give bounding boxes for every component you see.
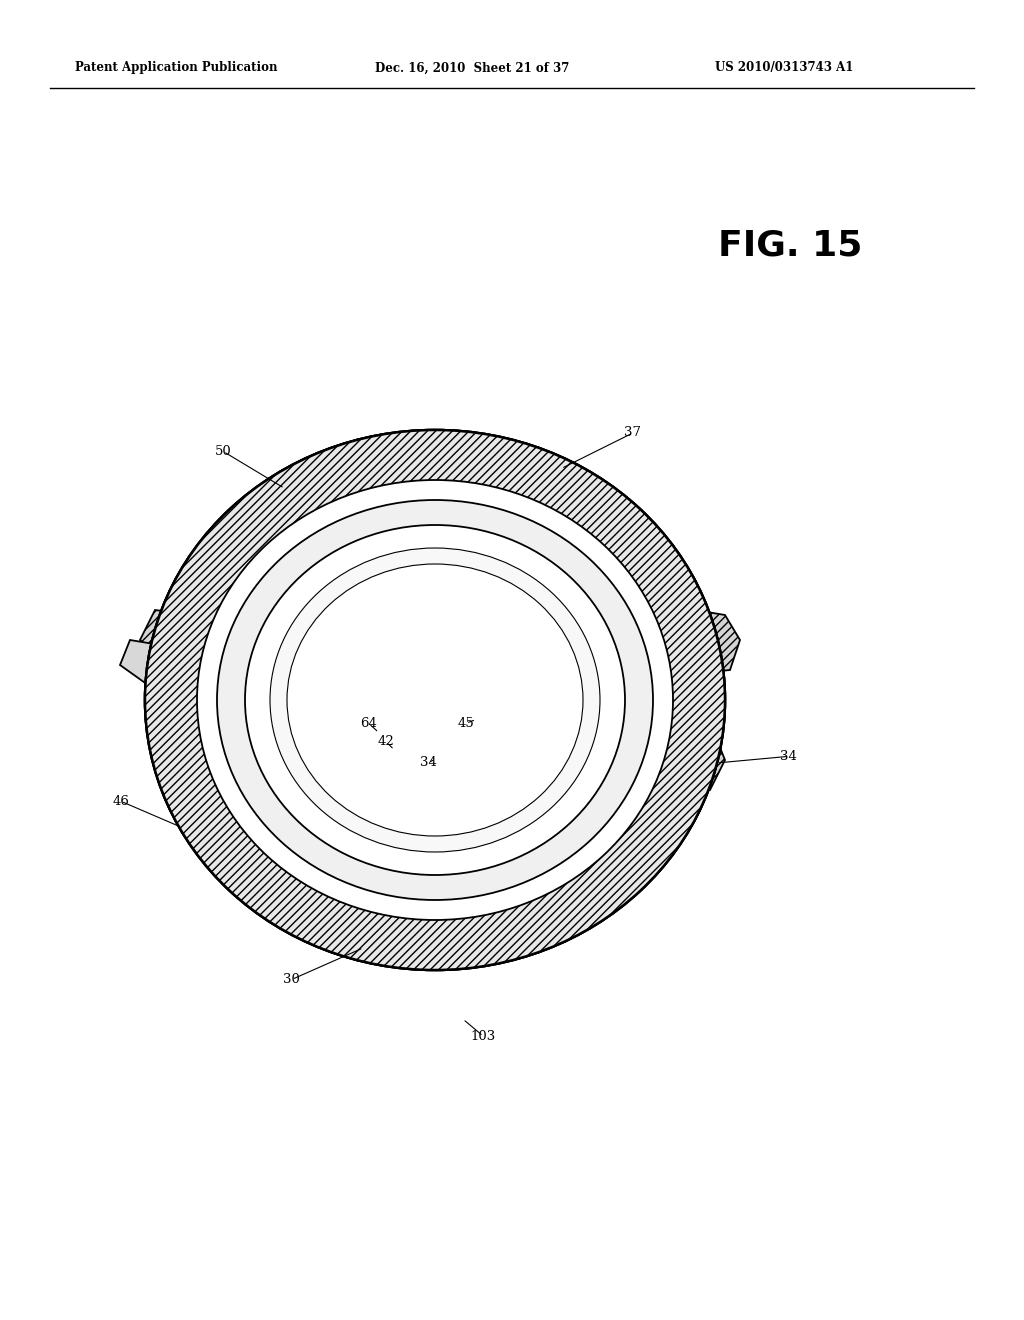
Ellipse shape xyxy=(145,430,725,970)
Polygon shape xyxy=(272,618,345,685)
Text: 37: 37 xyxy=(625,426,641,440)
Ellipse shape xyxy=(287,564,583,836)
Circle shape xyxy=(381,849,393,861)
Ellipse shape xyxy=(287,564,583,836)
Circle shape xyxy=(251,631,279,659)
Polygon shape xyxy=(120,640,190,696)
Ellipse shape xyxy=(145,430,725,970)
Ellipse shape xyxy=(270,548,600,851)
Text: 46: 46 xyxy=(113,795,129,808)
Polygon shape xyxy=(278,591,328,628)
Polygon shape xyxy=(201,482,639,681)
Text: US 2010/0313743 A1: US 2010/0313743 A1 xyxy=(715,62,853,74)
Text: 42: 42 xyxy=(378,735,394,748)
Circle shape xyxy=(366,843,378,855)
Ellipse shape xyxy=(270,548,600,851)
Text: 64: 64 xyxy=(360,717,377,730)
Ellipse shape xyxy=(245,525,625,875)
Ellipse shape xyxy=(270,548,600,851)
Ellipse shape xyxy=(245,525,625,875)
Polygon shape xyxy=(250,595,310,671)
Polygon shape xyxy=(282,585,312,605)
Text: 34: 34 xyxy=(420,756,436,770)
Text: FIG. 15: FIG. 15 xyxy=(718,228,862,261)
Polygon shape xyxy=(319,861,530,909)
Polygon shape xyxy=(375,680,498,700)
Ellipse shape xyxy=(197,480,673,920)
Ellipse shape xyxy=(145,430,725,970)
Polygon shape xyxy=(375,685,498,719)
Circle shape xyxy=(319,784,331,796)
Ellipse shape xyxy=(217,500,653,900)
Circle shape xyxy=(352,834,364,846)
Text: 45: 45 xyxy=(458,717,474,730)
Text: 103: 103 xyxy=(471,1030,496,1043)
Ellipse shape xyxy=(217,500,653,900)
Polygon shape xyxy=(665,730,725,792)
Text: 34: 34 xyxy=(780,750,797,763)
Polygon shape xyxy=(690,610,740,672)
Ellipse shape xyxy=(217,500,653,900)
Ellipse shape xyxy=(245,525,625,875)
Circle shape xyxy=(339,821,351,833)
Text: Dec. 16, 2010  Sheet 21 of 37: Dec. 16, 2010 Sheet 21 of 37 xyxy=(375,62,569,74)
Polygon shape xyxy=(278,640,375,741)
Circle shape xyxy=(329,804,341,816)
Text: 30: 30 xyxy=(284,973,300,986)
Text: Patent Application Publication: Patent Application Publication xyxy=(75,62,278,74)
Polygon shape xyxy=(140,610,230,671)
Ellipse shape xyxy=(287,564,583,836)
Text: 50: 50 xyxy=(215,445,231,458)
Ellipse shape xyxy=(197,480,673,920)
Ellipse shape xyxy=(197,480,673,920)
